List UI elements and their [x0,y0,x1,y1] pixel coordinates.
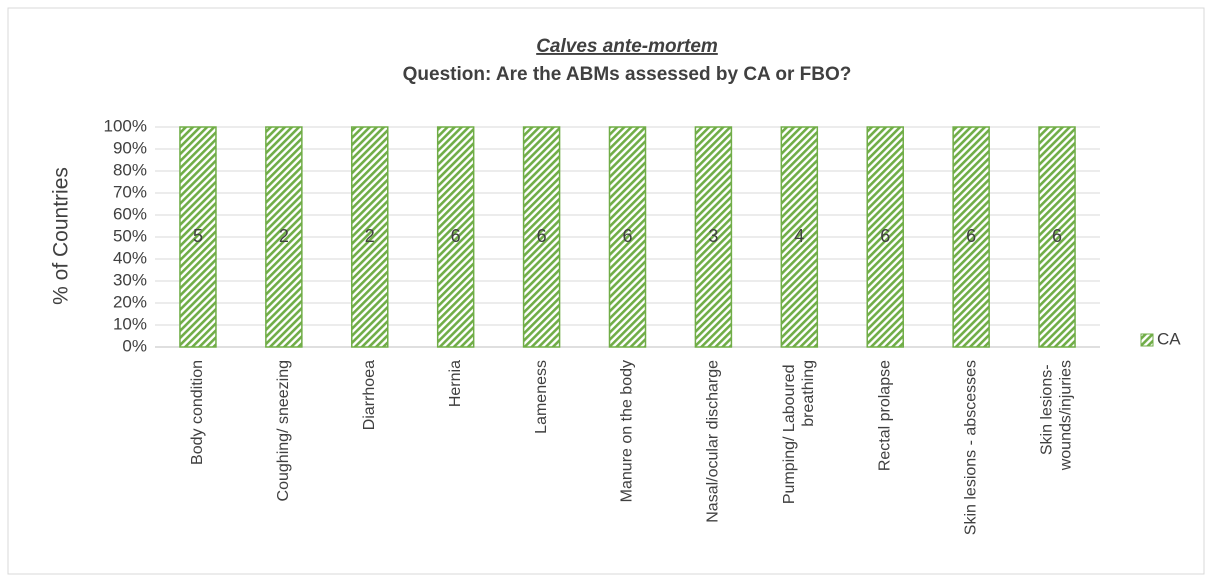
x-tick-label: Diarrhoea [361,360,378,430]
legend-label: CA [1157,329,1181,348]
y-tick-label: 30% [113,270,147,289]
x-tick-label: Hernia [447,360,464,407]
data-label: 5 [193,226,203,246]
bar [265,126,303,348]
bar [179,126,217,348]
y-tick-label: 100% [104,116,147,135]
x-tick-group: Lameness [533,360,550,434]
y-tick-label: 90% [113,138,147,157]
chart-title: Calves ante-mortem [536,36,718,57]
x-tick-group: Manure on the body [619,360,636,502]
bar [694,126,733,348]
data-label: 6 [880,226,890,246]
bar [351,126,389,348]
y-tick-label: 20% [113,292,147,311]
x-tick-group: Skin lesions - abscesses [962,360,979,535]
bar [866,126,904,348]
x-tick-label: Nasal/ocular discharge [705,360,722,523]
chart-subtitle: Question: Are the ABMs assessed by CA or… [403,64,852,85]
legend-swatch [1140,333,1154,347]
data-label: 3 [708,226,718,246]
x-tick-group: Coughing/ sneezing [275,360,292,501]
y-tick-label: 70% [113,182,147,201]
bar [1038,126,1076,348]
bar [436,126,475,348]
x-tick-group: Nasal/ocular discharge [705,360,722,523]
data-label: 6 [622,226,632,246]
x-tick-label: Skin lesions - abscesses [962,360,979,535]
bar [952,126,990,348]
x-tick-label: Manure on the body [619,360,636,502]
data-label: 6 [1052,226,1062,246]
data-label: 4 [794,226,804,246]
x-tick-group: Hernia [447,360,464,407]
x-tick-group: Skin lesions- wounds/injuries [1039,360,1075,471]
y-tick-label: 60% [113,204,147,223]
x-tick-group: Rectal prolapse [876,360,893,471]
y-tick-label: 50% [113,226,147,245]
data-label: 6 [451,226,461,246]
x-tick-label: Rectal prolapse [876,360,893,471]
x-tick-label: Coughing/ sneezing [275,360,292,501]
bar [780,126,819,348]
x-tick-group: Pumping/ Laboured breathing [781,360,817,504]
y-tick-label: 40% [113,248,147,267]
data-label: 6 [537,226,547,246]
data-label: 2 [279,226,289,246]
x-tick-group: Body condition [189,360,206,465]
data-label: 2 [365,226,375,246]
bar [522,126,561,348]
x-tick-label: Body condition [189,360,206,465]
y-tick-label: 0% [122,336,147,355]
bar [608,126,647,348]
x-tick-group: Diarrhoea [361,360,378,430]
x-tick-label: Lameness [533,360,550,434]
x-tick-label: Skin lesions- wounds/injuries [1039,360,1075,471]
y-tick-label: 80% [113,160,147,179]
y-axis-label: % of Countries [50,167,73,305]
data-label: 6 [966,226,976,246]
y-tick-label: 10% [113,314,147,333]
x-tick-label: Pumping/ Laboured breathing [781,360,817,504]
